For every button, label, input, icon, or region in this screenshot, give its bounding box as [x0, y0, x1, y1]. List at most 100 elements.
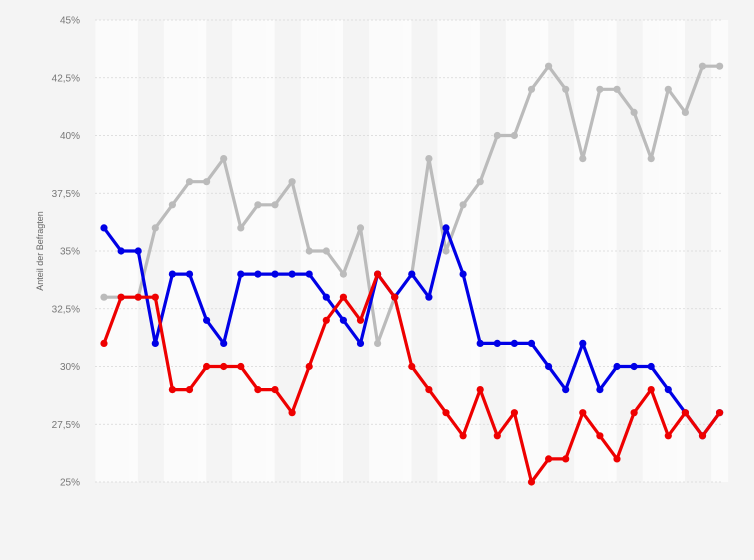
data-point[interactable]: [647, 155, 655, 163]
data-point[interactable]: [288, 270, 296, 278]
data-point[interactable]: [356, 224, 365, 232]
data-point[interactable]: [220, 155, 228, 163]
data-point[interactable]: [716, 62, 724, 70]
data-point[interactable]: [134, 247, 142, 255]
data-point[interactable]: [100, 293, 108, 301]
data-point[interactable]: [716, 409, 724, 417]
data-point[interactable]: [425, 155, 433, 163]
data-point[interactable]: [596, 386, 604, 394]
data-point[interactable]: [305, 247, 313, 255]
data-point[interactable]: [647, 386, 655, 394]
data-point[interactable]: [322, 293, 330, 301]
data-point[interactable]: [391, 293, 399, 301]
data-point[interactable]: [562, 455, 570, 463]
data-point[interactable]: [664, 432, 672, 440]
data-point[interactable]: [271, 270, 279, 278]
data-point[interactable]: [288, 409, 296, 417]
data-point[interactable]: [100, 339, 108, 347]
data-point[interactable]: [476, 339, 484, 347]
data-point[interactable]: [442, 409, 450, 417]
data-point[interactable]: [168, 201, 176, 209]
data-point[interactable]: [237, 270, 245, 278]
data-point[interactable]: [237, 224, 245, 232]
data-point[interactable]: [527, 85, 536, 93]
data-point[interactable]: [613, 455, 621, 463]
data-point[interactable]: [185, 386, 194, 394]
data-point[interactable]: [596, 432, 604, 440]
data-point[interactable]: [220, 362, 228, 371]
data-point[interactable]: [476, 178, 484, 186]
data-point[interactable]: [545, 62, 553, 70]
data-point[interactable]: [579, 155, 587, 163]
data-point[interactable]: [493, 432, 501, 440]
data-point[interactable]: [356, 339, 365, 347]
data-point[interactable]: [305, 362, 313, 371]
data-point[interactable]: [339, 270, 347, 278]
data-point[interactable]: [117, 247, 125, 255]
data-point[interactable]: [322, 316, 330, 324]
data-point[interactable]: [579, 409, 587, 417]
data-point[interactable]: [151, 339, 159, 347]
data-point[interactable]: [545, 362, 553, 371]
data-point[interactable]: [203, 178, 211, 186]
data-point[interactable]: [664, 386, 672, 394]
data-point[interactable]: [185, 270, 194, 278]
data-point[interactable]: [476, 386, 484, 394]
data-point[interactable]: [168, 270, 176, 278]
data-point[interactable]: [117, 293, 125, 301]
data-point[interactable]: [459, 432, 467, 440]
data-point[interactable]: [527, 478, 536, 486]
data-point[interactable]: [134, 293, 142, 301]
data-point[interactable]: [254, 201, 262, 209]
data-point[interactable]: [203, 362, 211, 371]
data-point[interactable]: [220, 339, 228, 347]
data-point[interactable]: [408, 362, 416, 371]
data-point[interactable]: [698, 62, 707, 70]
data-point[interactable]: [613, 85, 621, 93]
data-point[interactable]: [100, 224, 108, 232]
data-point[interactable]: [322, 247, 330, 255]
data-point[interactable]: [168, 386, 176, 394]
data-point[interactable]: [254, 386, 262, 394]
data-point[interactable]: [545, 455, 553, 463]
data-point[interactable]: [408, 270, 416, 278]
data-point[interactable]: [203, 316, 211, 324]
data-point[interactable]: [562, 386, 570, 394]
data-point[interactable]: [459, 201, 467, 209]
data-point[interactable]: [442, 247, 450, 255]
data-point[interactable]: [630, 108, 638, 116]
data-point[interactable]: [339, 293, 347, 301]
data-point[interactable]: [339, 316, 347, 324]
data-point[interactable]: [254, 270, 262, 278]
data-point[interactable]: [493, 339, 501, 347]
data-point[interactable]: [271, 386, 279, 394]
data-point[interactable]: [510, 339, 518, 347]
data-point[interactable]: [151, 293, 159, 301]
data-point[interactable]: [374, 339, 382, 347]
data-point[interactable]: [305, 270, 313, 278]
data-point[interactable]: [527, 339, 536, 347]
data-point[interactable]: [151, 224, 159, 232]
data-point[interactable]: [374, 270, 382, 278]
data-point[interactable]: [425, 293, 433, 301]
data-point[interactable]: [288, 178, 296, 186]
data-point[interactable]: [613, 362, 621, 371]
data-point[interactable]: [510, 409, 518, 417]
data-point[interactable]: [237, 362, 245, 371]
data-point[interactable]: [185, 178, 194, 186]
data-point[interactable]: [425, 386, 433, 394]
data-point[interactable]: [356, 316, 365, 324]
data-point[interactable]: [562, 85, 570, 93]
data-point[interactable]: [698, 432, 707, 440]
data-point[interactable]: [442, 224, 450, 232]
data-point[interactable]: [596, 85, 604, 93]
data-point[interactable]: [271, 201, 279, 209]
data-point[interactable]: [664, 85, 672, 93]
data-point[interactable]: [681, 108, 690, 116]
data-point[interactable]: [459, 270, 467, 278]
data-point[interactable]: [579, 339, 587, 347]
data-point[interactable]: [510, 131, 518, 140]
data-point[interactable]: [647, 362, 655, 371]
data-point[interactable]: [630, 409, 638, 417]
data-point[interactable]: [493, 131, 501, 140]
